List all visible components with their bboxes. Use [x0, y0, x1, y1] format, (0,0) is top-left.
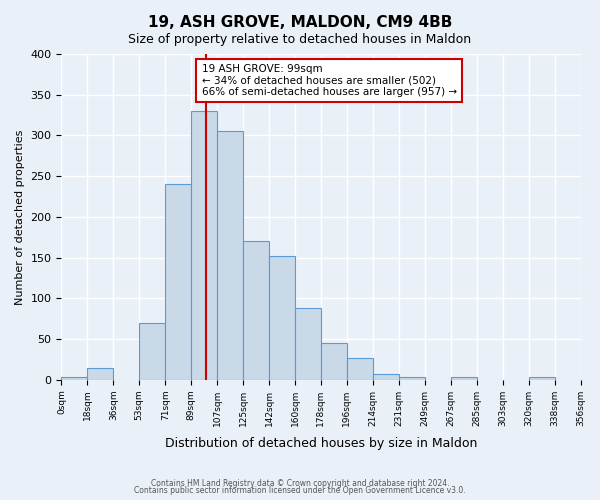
Bar	[191, 111, 217, 380]
Bar	[61, 378, 88, 380]
Bar	[139, 323, 165, 380]
Text: 19 ASH GROVE: 99sqm
← 34% of detached houses are smaller (502)
66% of semi-detac: 19 ASH GROVE: 99sqm ← 34% of detached ho…	[202, 64, 457, 97]
Y-axis label: Number of detached properties: Number of detached properties	[15, 129, 25, 304]
Text: 19, ASH GROVE, MALDON, CM9 4BB: 19, ASH GROVE, MALDON, CM9 4BB	[148, 15, 452, 30]
Text: Size of property relative to detached houses in Maldon: Size of property relative to detached ho…	[128, 32, 472, 46]
Text: Contains public sector information licensed under the Open Government Licence v3: Contains public sector information licen…	[134, 486, 466, 495]
Text: Contains HM Land Registry data © Crown copyright and database right 2024.: Contains HM Land Registry data © Crown c…	[151, 478, 449, 488]
Bar	[451, 378, 476, 380]
Bar	[347, 358, 373, 380]
Bar	[165, 184, 191, 380]
Bar	[88, 368, 113, 380]
X-axis label: Distribution of detached houses by size in Maldon: Distribution of detached houses by size …	[165, 437, 477, 450]
Bar	[399, 378, 425, 380]
Bar	[321, 343, 347, 380]
Bar	[295, 308, 321, 380]
Bar	[529, 378, 554, 380]
Bar	[243, 242, 269, 380]
Bar	[269, 256, 295, 380]
Bar	[217, 132, 243, 380]
Bar	[373, 374, 399, 380]
